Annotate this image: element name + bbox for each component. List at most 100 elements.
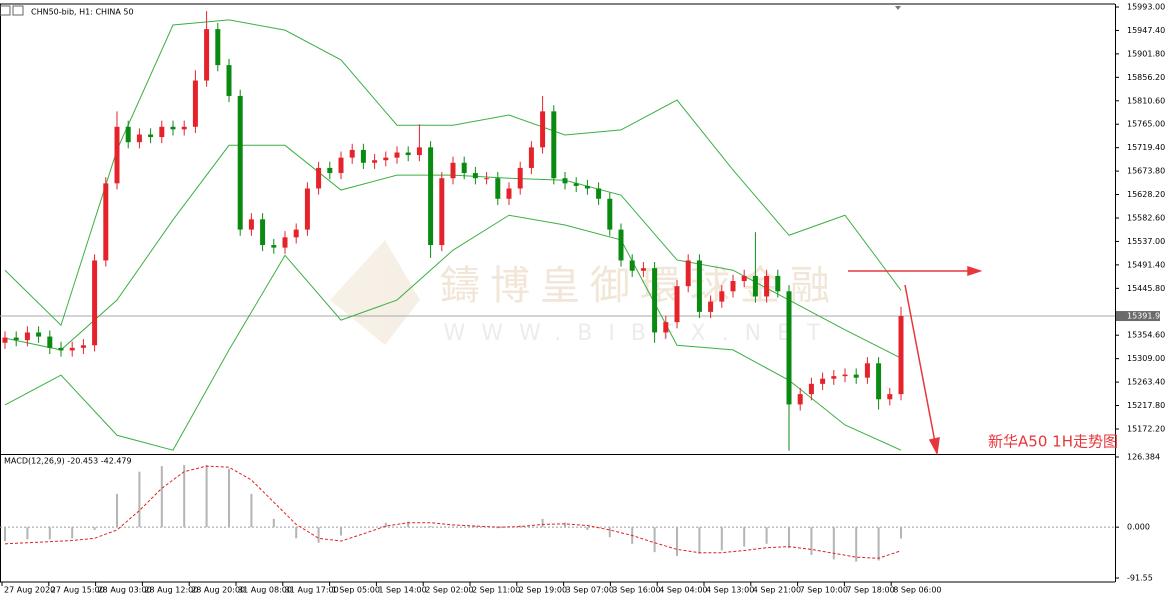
y-tick-label: 15263.40 <box>1127 378 1165 387</box>
candle-body <box>383 157 389 161</box>
candle-body <box>876 363 882 400</box>
macd-bar <box>720 527 723 551</box>
macd-bar <box>743 527 746 547</box>
candle-body <box>159 126 165 138</box>
y-tick-label: 15354.60 <box>1127 331 1165 340</box>
macd-bar <box>765 527 768 544</box>
candle-body <box>24 332 30 341</box>
macd-bar <box>541 518 544 528</box>
candle-body <box>864 363 870 378</box>
candle-body <box>282 237 288 248</box>
candle-body <box>58 347 64 351</box>
x-tick-label: 28 Aug 20:00 <box>191 586 245 595</box>
candle-body <box>674 286 680 323</box>
current-price-label: 15391.90 <box>1127 312 1165 321</box>
candle-body <box>349 149 355 158</box>
watermark-url: WWW.BIBFX.NET <box>444 321 837 346</box>
x-tick-label: 2 Sep 02:00 <box>425 586 473 595</box>
candle-body <box>450 162 456 179</box>
x-tick-label: 3 Sep 07:00 <box>566 586 614 595</box>
candle-body <box>528 147 534 168</box>
candle-body <box>640 268 646 271</box>
candle-body <box>226 65 232 96</box>
candle-body <box>887 394 893 400</box>
macd-bar <box>564 522 566 528</box>
candle-body <box>652 268 658 333</box>
macd-bar <box>496 527 499 529</box>
candle-body <box>730 281 736 292</box>
macd-bar <box>877 527 880 561</box>
macd-bar <box>900 527 902 539</box>
candle-body <box>248 219 254 230</box>
candle-body <box>808 383 814 395</box>
candle-body <box>719 291 725 302</box>
macd-bar <box>698 527 701 554</box>
candle-body <box>2 337 8 343</box>
candle-body <box>316 167 322 189</box>
candle-body <box>114 126 120 184</box>
y-tick-label: 15719.40 <box>1127 143 1165 152</box>
x-tick-label: 4 Sep 13:00 <box>706 586 754 595</box>
candle-body <box>898 315 904 395</box>
candle-body <box>584 185 590 189</box>
panel-icon <box>12 5 24 16</box>
candle-body <box>820 378 826 384</box>
candle-body <box>360 149 366 163</box>
y-tick-label: 15628.20 <box>1127 190 1165 199</box>
candle-body <box>786 291 792 405</box>
candle-body <box>484 178 490 180</box>
arrow-line <box>904 284 936 443</box>
y-tick-label: 0.000 <box>1127 523 1150 532</box>
candle-body <box>629 260 635 271</box>
macd-signal <box>4 465 902 559</box>
macd-bar <box>586 527 589 530</box>
candle-body <box>831 376 837 379</box>
y-tick-label: 15673.80 <box>1127 167 1165 176</box>
macd-bar <box>832 527 835 560</box>
candle-body <box>517 167 523 189</box>
macd-bar <box>183 464 186 528</box>
shift-marker <box>895 6 901 10</box>
x-tick-label: 4 Sep 21:00 <box>753 586 801 595</box>
candle-body <box>103 183 109 261</box>
candle-body <box>472 173 478 179</box>
y-tick-label: 15582.60 <box>1127 213 1165 222</box>
macd-bar <box>384 522 387 528</box>
candle-body <box>204 29 210 81</box>
candle-body <box>439 178 445 246</box>
candle-body <box>495 178 501 199</box>
y-tick-label: 15947.40 <box>1127 26 1165 35</box>
candle-body <box>293 229 299 238</box>
plot: 15993.00 15947.40 15901.80 15856.20 15810.60… <box>0 3 1165 595</box>
chart-title: CHN50-bib, H1: CHINA 50 <box>31 8 134 17</box>
x-tick-label: 7 Sep 18:00 <box>846 586 894 595</box>
candle-body <box>237 95 243 230</box>
macd-bar <box>93 527 96 530</box>
bollinger-upper <box>4 19 902 327</box>
candle-body <box>125 126 131 143</box>
macd-bar <box>48 527 51 540</box>
current-price-box <box>1116 311 1160 322</box>
candle-body <box>338 157 344 174</box>
x-tick-label: 3 Sep 16:00 <box>612 586 660 595</box>
candle-body <box>271 245 277 248</box>
y-tick-label: 15217.80 <box>1127 401 1165 410</box>
macd-title: MACD(12,26,9) -20.453 -42.479 <box>4 457 132 466</box>
y-tick-label: 15537.00 <box>1127 237 1165 246</box>
macd-bar <box>788 527 790 549</box>
candle-body <box>461 162 467 174</box>
y-tick-label: 15856.20 <box>1127 73 1165 82</box>
x-tick-label: 31 Aug 17:00 <box>285 586 339 595</box>
candle-body <box>372 160 378 163</box>
x-tick-label: 1 Sep 05:00 <box>332 586 380 595</box>
candle-body <box>92 260 98 346</box>
x-tick-label: 2 Sep 19:00 <box>519 586 567 595</box>
watermark-logo <box>330 240 420 345</box>
candle-body <box>618 229 624 261</box>
x-tick-label: 28 Aug 12:00 <box>144 586 198 595</box>
candle-body <box>596 188 602 199</box>
annotation-arrows <box>848 265 983 456</box>
macd-bar <box>138 471 141 528</box>
candle-body <box>752 275 758 297</box>
